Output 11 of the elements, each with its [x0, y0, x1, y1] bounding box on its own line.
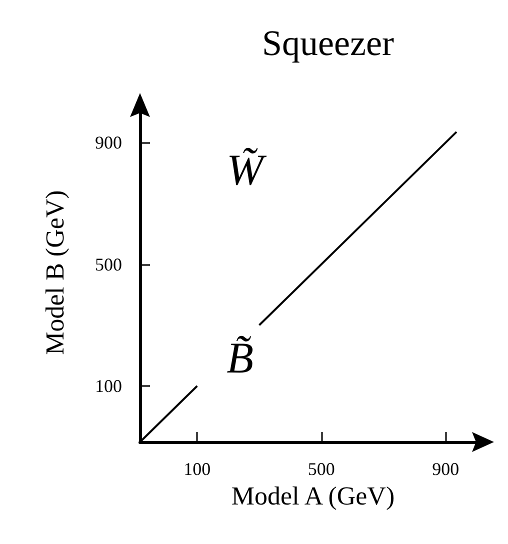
x-axis-title: Model A (GeV): [231, 481, 395, 510]
y-tick-label: 500: [95, 254, 122, 274]
y-tick-label: 900: [95, 132, 122, 153]
chart-title: Squeezer: [262, 23, 394, 63]
y-tick-label: 100: [95, 376, 122, 396]
annotation: W̃: [226, 146, 267, 194]
x-tick-label: 500: [308, 459, 335, 479]
x-tick-label: 100: [184, 459, 211, 479]
annotation: B̃: [226, 334, 254, 382]
y-axis-title: Model B (GeV): [40, 190, 70, 355]
x-tick-label: 900: [432, 459, 460, 479]
